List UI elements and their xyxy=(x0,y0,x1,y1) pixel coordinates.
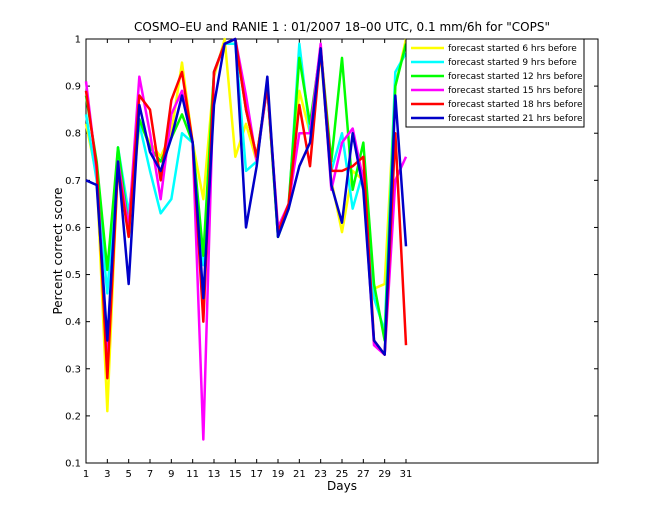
y-tick-label: 0.7 xyxy=(65,176,81,187)
x-tick-label: 9 xyxy=(168,469,174,480)
y-tick-label: 0.6 xyxy=(65,223,81,234)
x-tick-label: 27 xyxy=(357,469,370,480)
legend-label: forecast started 21 hrs before xyxy=(448,114,583,124)
y-tick-label: 0.3 xyxy=(65,364,81,375)
legend-label: forecast started 15 hrs before xyxy=(448,86,583,96)
legend-label: forecast started 12 hrs before xyxy=(448,72,583,82)
x-tick-label: 31 xyxy=(400,469,413,480)
y-tick-label: 0.9 xyxy=(65,82,81,93)
legend-box xyxy=(405,38,585,128)
x-tick-label: 21 xyxy=(293,469,306,480)
x-axis: 1 3 5 7 9 11 13 15 17 19 21 23 25 27 29 31 xyxy=(83,39,413,480)
series-line-5 xyxy=(84,37,408,380)
series-line-4 xyxy=(84,37,408,441)
y-tick-label: 0.8 xyxy=(65,129,81,140)
y-tick-label: 1 xyxy=(75,35,81,46)
x-tick-label: 7 xyxy=(147,469,153,480)
x-tick-label: 25 xyxy=(336,469,349,480)
y-axis: 0.1 0.2 0.3 0.4 0.5 0.6 0.7 0.8 0.9 1 xyxy=(65,35,598,470)
x-tick-label: 17 xyxy=(250,469,263,480)
legend-label: forecast started 6 hrs before xyxy=(448,44,577,54)
x-tick-label: 15 xyxy=(229,469,242,480)
series-line-6 xyxy=(85,37,408,356)
y-tick-label: 0.4 xyxy=(65,317,81,328)
y-axis-label: Percent correct score xyxy=(51,187,65,314)
chart-title: COSMO–EU and RANIE 1 : 01/2007 18–00 UTC… xyxy=(134,20,550,34)
x-axis-label: Days xyxy=(327,479,357,493)
y-tick-label: 0.1 xyxy=(65,459,81,470)
legend: forecast started 6 hrs before forecast st… xyxy=(405,38,585,128)
y-tick-label: 0.5 xyxy=(65,270,81,281)
x-tick-label: 13 xyxy=(208,469,221,480)
x-tick-label: 3 xyxy=(104,469,110,480)
legend-label: forecast started 18 hrs before xyxy=(448,100,583,110)
series-layer xyxy=(84,37,408,441)
legend-label: forecast started 9 hrs before xyxy=(448,58,577,68)
x-tick-label: 1 xyxy=(83,469,89,480)
x-tick-label: 19 xyxy=(272,469,285,480)
x-tick-label: 5 xyxy=(125,469,131,480)
x-tick-label: 23 xyxy=(314,469,327,480)
y-tick-label: 0.2 xyxy=(65,411,81,422)
x-tick-label: 29 xyxy=(378,469,391,480)
x-tick-label: 11 xyxy=(186,469,199,480)
